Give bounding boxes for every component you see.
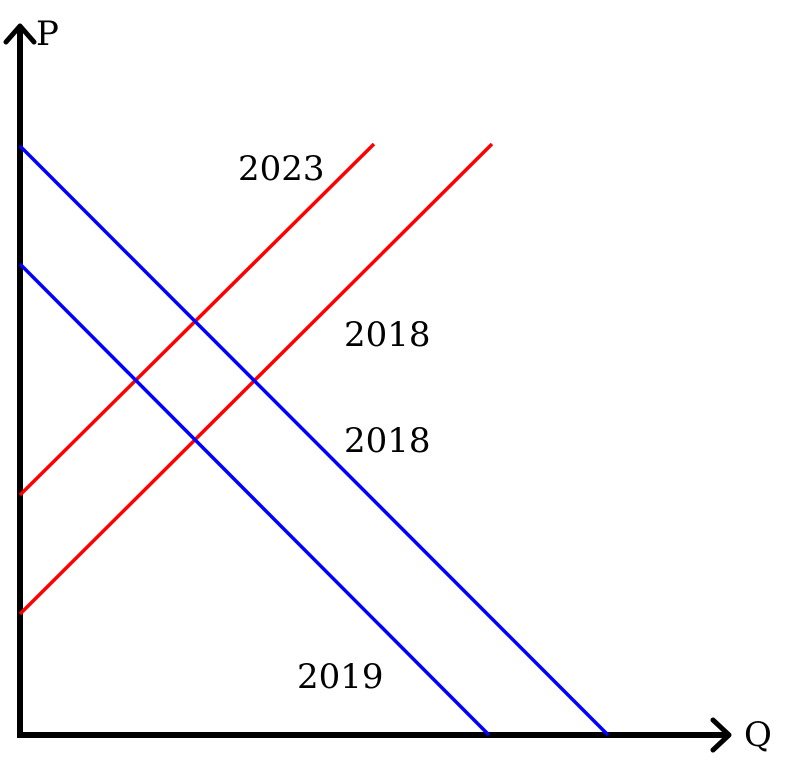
supply-curve-upper: [18, 142, 376, 497]
supply-lower-label: 2018: [344, 315, 431, 355]
demand-curve-upper: [18, 144, 610, 737]
supply-upper-label: 2023: [238, 149, 325, 189]
demand-curve-lower: [18, 262, 491, 737]
x-axis-arrow: [710, 717, 732, 753]
y-axis-label: P: [36, 14, 59, 54]
supply-curve-lower: [18, 142, 494, 616]
demand-lower-label: 2019: [297, 657, 384, 697]
demand-upper-label: 2018: [344, 421, 431, 461]
y-axis-arrow: [3, 23, 37, 45]
x-axis-label: Q: [744, 715, 772, 755]
